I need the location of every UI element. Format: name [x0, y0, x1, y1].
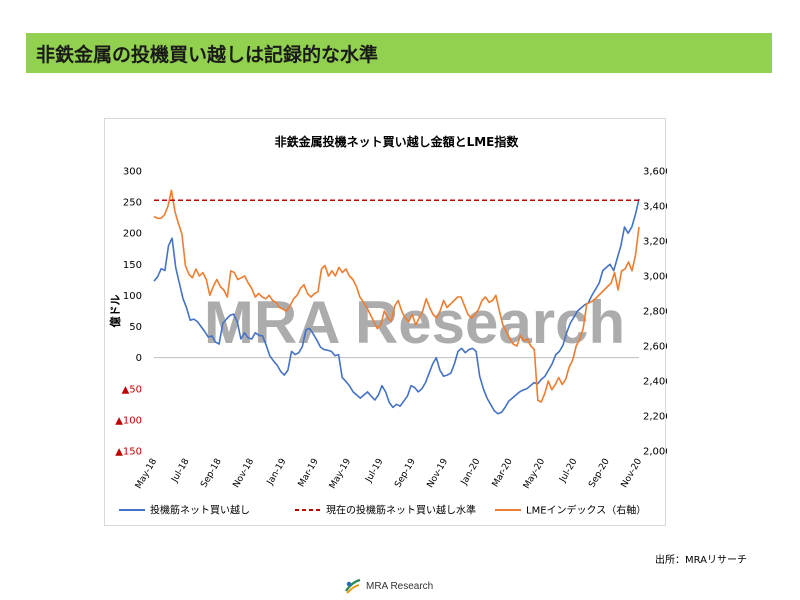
y-tick-label: 150 [123, 260, 142, 271]
legend-label: 現在の投機筋ネット買い越し水準 [326, 504, 476, 517]
y2-tick-label: 2,200 [643, 412, 667, 423]
x-tick-label: Jan-20 [459, 457, 483, 488]
mra-logo-icon [345, 578, 361, 594]
x-tick-label: May-19 [328, 457, 353, 491]
x-tick-label: Sep-18 [199, 457, 224, 490]
x-tick-label: Jan-19 [265, 457, 289, 488]
y-tick-label: 200 [123, 229, 142, 240]
y-axis-label: 億ドル [108, 295, 122, 328]
y2-tick-label: 3,200 [643, 237, 667, 248]
y2-tick-label: 3,600 [643, 167, 667, 178]
footer-logo: MRA Research [343, 576, 433, 596]
y-tick-label: 0 [136, 353, 142, 364]
slide-title-banner: 非鉄金属の投機買い越しは記録的な水準 [26, 33, 772, 73]
y2-tick-label: 2,800 [643, 307, 667, 318]
y2-tick-label: 3,000 [643, 272, 667, 283]
slide-title: 非鉄金属の投機買い越しは記録的な水準 [36, 43, 379, 66]
y2-tick-label: 2,000 [643, 447, 667, 458]
series-net-long-line [153, 198, 640, 415]
y-tick-label: 50 [129, 322, 142, 333]
x-tick-label: Jul-18 [170, 457, 192, 485]
x-tick-label: May-18 [134, 457, 159, 491]
x-tick-label: Mar-20 [491, 457, 515, 489]
x-tick-label: Nov-20 [620, 457, 645, 490]
x-tick-label: Sep-19 [393, 457, 418, 490]
y2-tick-label: 3,400 [643, 202, 667, 213]
y-tick-label: ▲100 [115, 415, 142, 426]
x-tick-label: Nov-18 [232, 457, 257, 490]
y-tick-label: 100 [123, 291, 142, 302]
x-tick-label: Sep-20 [587, 457, 612, 490]
chart-title: 非鉄金属投機ネット買い越し金額とLME指数 [275, 134, 520, 149]
x-tick-label: May-20 [522, 457, 547, 491]
x-tick-label: Mar-19 [297, 457, 321, 489]
y2-tick-label: 2,400 [643, 377, 667, 388]
logo-text: MRA Research [366, 580, 434, 592]
x-tick-label: Jul-19 [364, 457, 386, 485]
source-note: 出所：MRAリサーチ [655, 555, 748, 566]
y-tick-label: ▲150 [115, 447, 142, 458]
y-tick-label: 300 [123, 167, 142, 178]
legend-label: 投機筋ネット買い越し [150, 504, 250, 517]
x-tick-label: Nov-19 [426, 457, 451, 490]
chart-area: 非鉄金属投機ネット買い越し金額とLME指数 300 250 200 150 100 50 0 ▲… [104, 118, 667, 526]
line-chart: 非鉄金属投機ネット買い越し金額とLME指数 300 250 200 150 100 50 0 ▲… [108, 134, 667, 517]
y-tick-label: ▲50 [122, 384, 142, 395]
y2-tick-label: 2,600 [643, 342, 667, 353]
legend-label: LMEインデックス（右軸） [526, 504, 646, 517]
x-tick-label: Jul-20 [558, 457, 580, 485]
y-tick-label: 250 [123, 198, 142, 209]
series-lme-line [153, 189, 640, 403]
